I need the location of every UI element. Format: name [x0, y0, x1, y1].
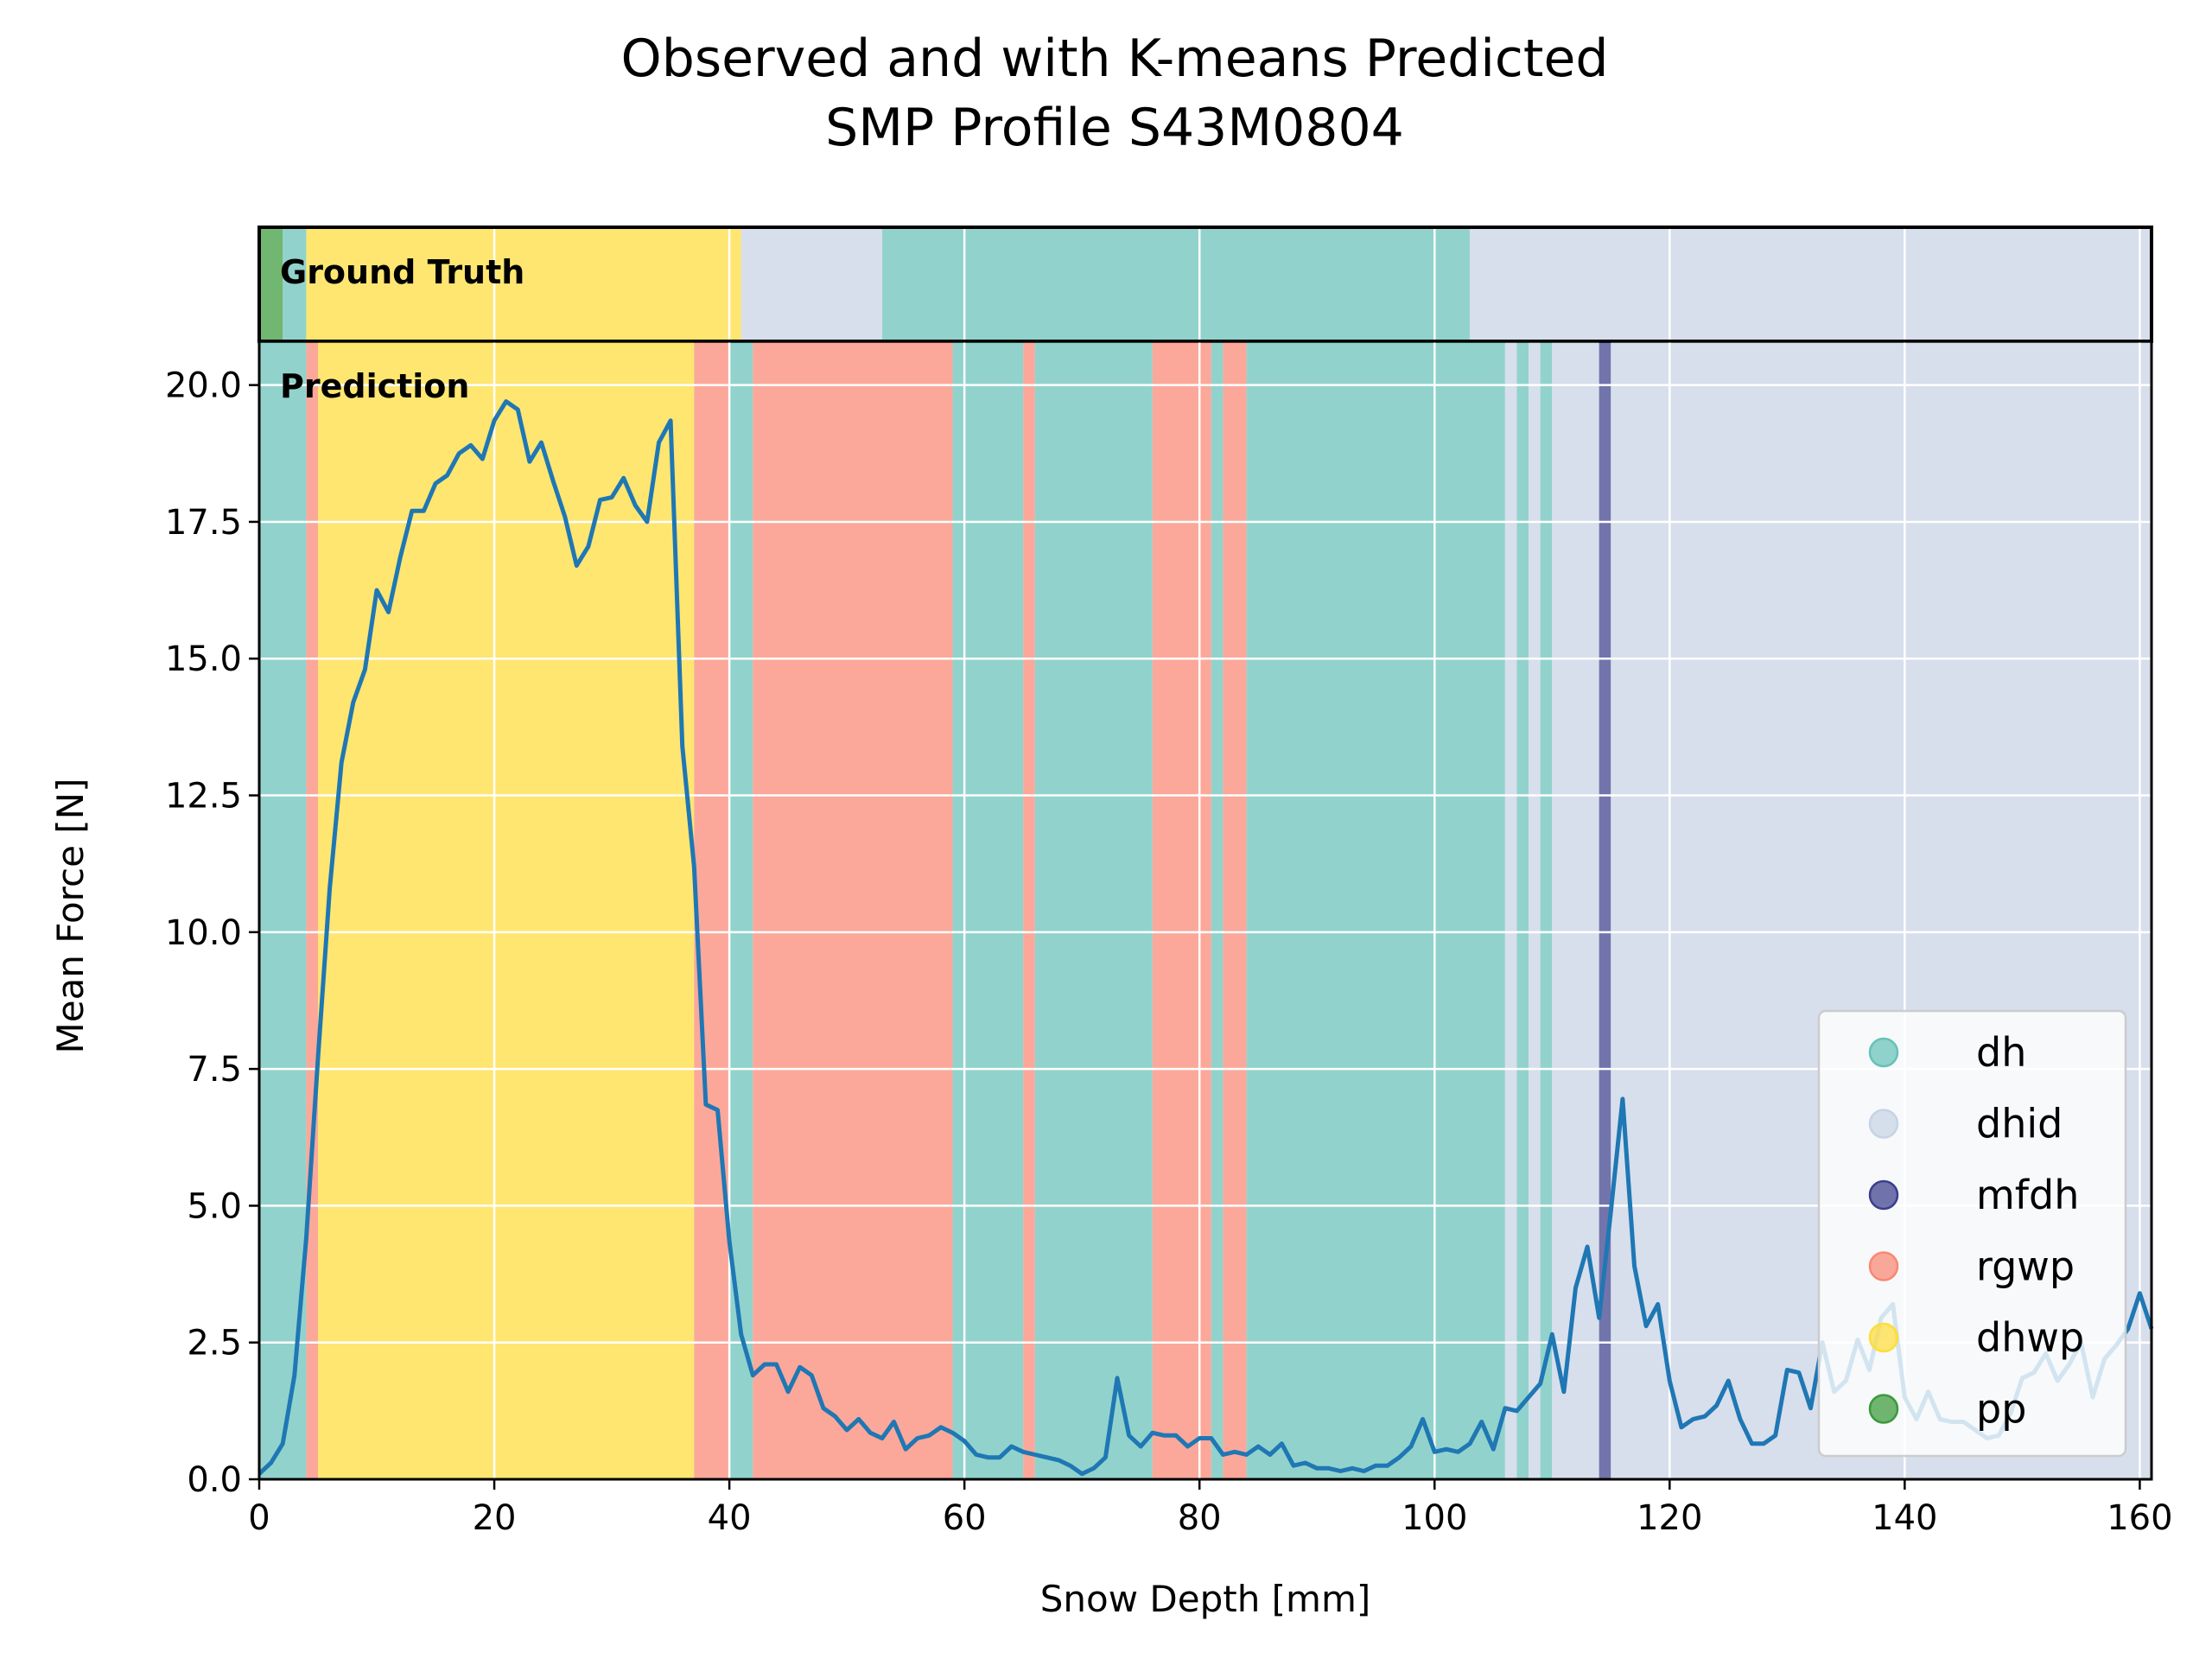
- ground-truth-segment-dhwp: [306, 227, 741, 341]
- prediction-segment-mfdh: [1599, 341, 1611, 1479]
- x-axis-ticks: 0 20 40 60 80 100 120 140 160: [248, 1479, 2173, 1538]
- y-tick-label: 5.0: [187, 1186, 242, 1226]
- y-axis-label: Mean Force [N]: [49, 779, 92, 1054]
- legend-label-rgwp: rgwp: [1976, 1243, 2075, 1290]
- legend-label-dhwp: dhwp: [1976, 1314, 2084, 1361]
- prediction-segment-dhid: [1504, 341, 1517, 1479]
- y-tick-label: 2.5: [187, 1324, 242, 1363]
- y-tick-label: 17.5: [165, 503, 242, 543]
- y-tick-label: 20.0: [165, 366, 242, 406]
- chart-title: Observed and with K-means Predicted: [621, 29, 1609, 89]
- legend-marker-dhwp: [1868, 1322, 1899, 1353]
- legend-marker-mfdh: [1868, 1179, 1899, 1211]
- prediction-segment-dh: [1211, 341, 1224, 1479]
- x-tick-label: 80: [1178, 1498, 1222, 1538]
- prediction-segment-rgwp: [1223, 341, 1247, 1479]
- ground-truth-segments: [259, 227, 2152, 341]
- prediction-segment-rgwp: [1152, 341, 1211, 1479]
- legend-marker-rgwp: [1868, 1251, 1899, 1281]
- legend-marker-pp: [1868, 1394, 1899, 1424]
- prediction-segments: [259, 341, 2152, 1479]
- prediction-label: Prediction: [280, 367, 469, 405]
- legend-marker-dhid: [1868, 1109, 1899, 1139]
- prediction-segment-rgwp: [694, 341, 730, 1479]
- prediction-segment-dh: [1540, 341, 1553, 1479]
- legend-box: [1817, 1009, 2127, 1458]
- ground-truth-segment-pp: [259, 227, 283, 341]
- x-tick-label: 120: [1637, 1498, 1702, 1538]
- prediction-segment-dhid: [1529, 341, 1541, 1479]
- ground-truth-segment-dh: [283, 227, 307, 341]
- x-tick-label: 160: [2107, 1498, 2172, 1538]
- legend-marker-dh: [1868, 1037, 1899, 1068]
- legend-label-mfdh: mfdh: [1976, 1172, 2079, 1218]
- legend-label-dhid: dhid: [1976, 1101, 2063, 1147]
- prediction-segment-dh: [1034, 341, 1153, 1479]
- prediction-segment-dh: [729, 341, 753, 1479]
- ground-truth-panel: Ground Truth: [257, 226, 2153, 343]
- prediction-segment-dhwp: [318, 341, 695, 1479]
- ground-truth-segment-dh: [881, 227, 1471, 341]
- prediction-segment-rgwp: [1023, 341, 1035, 1479]
- y-tick-label: 7.5: [187, 1050, 242, 1090]
- legend: dh dhid mfdh rgwp dhwp pp: [1817, 1009, 2127, 1458]
- prediction-panel: Prediction: [257, 340, 2154, 1481]
- prediction-segment-dh: [1516, 341, 1529, 1479]
- y-axis-ticks: 0.0 2.5 5.0 7.5 10.0 12.5 15.0 17.5 20.0: [165, 366, 259, 1500]
- x-tick-label: 140: [1872, 1498, 1937, 1538]
- legend-label-dh: dh: [1976, 1029, 2026, 1076]
- x-tick-label: 60: [943, 1498, 987, 1538]
- prediction-grid: [257, 341, 2152, 1481]
- prediction-frame: [257, 340, 2153, 1481]
- ground-truth-segment-dhid: [1470, 227, 2152, 341]
- legend-label-pp: pp: [1976, 1386, 2026, 1433]
- prediction-segment-dh: [1246, 341, 1505, 1479]
- x-tick-label: 20: [473, 1498, 517, 1538]
- y-tick-label: 12.5: [165, 777, 242, 817]
- y-tick-label: 15.0: [165, 639, 242, 679]
- prediction-segment-dh: [259, 341, 307, 1479]
- x-tick-label: 0: [248, 1498, 270, 1538]
- prediction-segment-rgwp: [306, 341, 319, 1479]
- y-tick-label: 0.0: [187, 1460, 242, 1500]
- x-tick-label: 100: [1402, 1498, 1467, 1538]
- x-tick-label: 40: [708, 1498, 752, 1538]
- ground-truth-segment-dhid: [741, 227, 882, 341]
- prediction-segment-dhid: [1552, 341, 1599, 1479]
- prediction-segment-dh: [952, 341, 1024, 1479]
- ground-truth-label: Ground Truth: [280, 253, 524, 291]
- x-axis-label: Snow Depth [mm]: [1040, 1578, 1371, 1620]
- prediction-segment-rgwp: [753, 341, 953, 1479]
- y-tick-label: 10.0: [165, 913, 242, 953]
- chart-subtitle: SMP Profile S43M0804: [825, 98, 1404, 158]
